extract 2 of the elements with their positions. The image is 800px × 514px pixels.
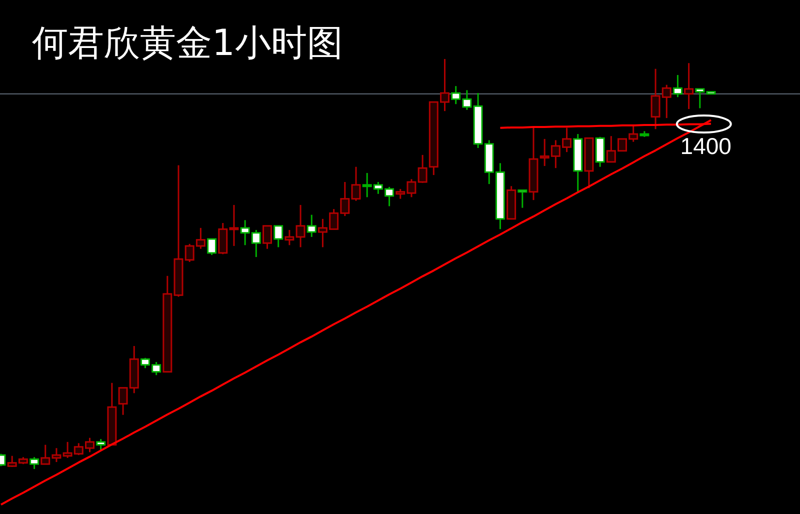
chart-title: 何君欣黄金1小时图 bbox=[32, 23, 343, 64]
annotation: 1400 bbox=[680, 133, 732, 160]
